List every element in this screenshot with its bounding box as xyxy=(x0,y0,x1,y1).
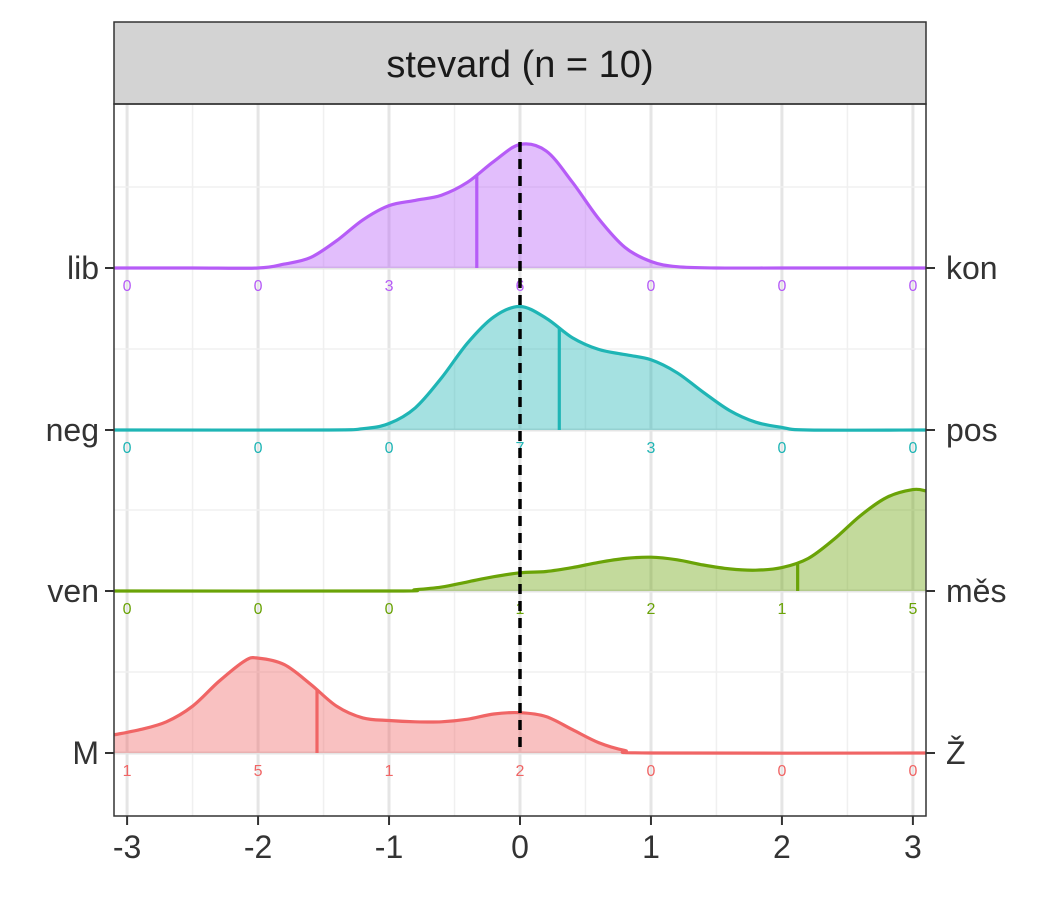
ridge-series-lib: 0036000 xyxy=(114,142,926,295)
x-tick-label: 3 xyxy=(904,829,922,865)
density-area xyxy=(114,489,926,592)
count-label: 1 xyxy=(123,763,132,780)
count-label: 0 xyxy=(908,440,917,457)
count-label: 0 xyxy=(385,440,394,457)
y-label-left: ven xyxy=(47,573,99,609)
count-label: 3 xyxy=(385,278,394,295)
axes: -3 -2 -1 0 1 2 3 lib kon neg pos ven měs M Ž xyxy=(46,103,1006,865)
count-label: 1 xyxy=(385,763,394,780)
count-label: 0 xyxy=(123,601,132,618)
count-label: 0 xyxy=(385,601,394,618)
y-label-left: lib xyxy=(67,250,99,286)
count-label: 0 xyxy=(908,763,917,780)
count-label: 3 xyxy=(647,440,656,457)
ridge-series-M: 1 5 1 2 0 0 0 xyxy=(113,656,927,780)
x-tick-label: -2 xyxy=(244,829,272,865)
count-label: 0 xyxy=(254,440,263,457)
count-label: 0 xyxy=(254,278,263,295)
count-label: 0 xyxy=(777,763,786,780)
count-label: 0 xyxy=(123,440,132,457)
y-label-right: Ž xyxy=(946,735,966,771)
count-label: 0 xyxy=(123,278,132,295)
count-label: 0 xyxy=(777,440,786,457)
count-label: 1 xyxy=(777,601,786,618)
count-label: 0 xyxy=(647,763,656,780)
y-label-right: kon xyxy=(946,250,998,286)
facet-strip: stevard (n = 10) xyxy=(113,21,927,105)
count-label: 0 xyxy=(908,278,917,295)
count-label: 2 xyxy=(647,601,656,618)
density-line xyxy=(113,487,927,593)
x-tick-label: 0 xyxy=(511,829,529,865)
count-label: 0 xyxy=(254,601,263,618)
count-label: 5 xyxy=(908,601,917,618)
y-label-right: měs xyxy=(946,573,1006,609)
x-tick-label: -1 xyxy=(375,829,403,865)
density-line xyxy=(114,142,926,270)
x-tick-label: 1 xyxy=(642,829,660,865)
count-label: 2 xyxy=(516,763,525,780)
count-label: 0 xyxy=(777,278,786,295)
y-label-left: neg xyxy=(46,412,99,448)
y-label-left: M xyxy=(72,735,99,771)
density-line xyxy=(113,304,927,432)
x-tick-label: 2 xyxy=(773,829,791,865)
count-label: 5 xyxy=(254,763,263,780)
density-area xyxy=(114,143,926,269)
y-label-right: pos xyxy=(946,412,998,448)
count-label: 0 xyxy=(647,278,656,295)
x-tick-label: -3 xyxy=(113,829,141,865)
density-line xyxy=(113,656,927,755)
facet-title: stevard (n = 10) xyxy=(386,44,653,86)
